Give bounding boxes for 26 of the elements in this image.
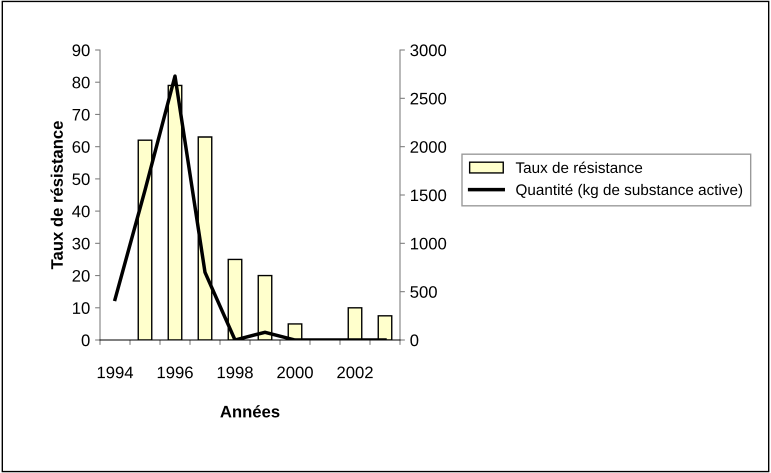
y2-tick-label: 2500: [410, 92, 446, 105]
y-tick-label: 70: [72, 108, 90, 121]
x-axis-title: Années: [220, 405, 280, 418]
y-tick-label: 30: [72, 238, 90, 250]
y-tick-label: 80: [72, 76, 90, 88]
legend-label: Quantité (kg de substance active): [516, 184, 742, 198]
y-tick-label: 20: [72, 270, 90, 282]
y2-tick-label: 0: [410, 334, 418, 346]
y2-tick-label: 2000: [410, 141, 446, 153]
y-axis-title: Taux de résistance: [50, 121, 63, 270]
x-tick-label: 2002: [337, 366, 373, 378]
y2-tick-label: 500: [410, 286, 437, 298]
x-tick-label: 1998: [218, 366, 253, 378]
y2-tick-label: 3000: [410, 44, 446, 56]
y2-tick-label: 1000: [410, 238, 446, 250]
y-tick-label: 10: [73, 302, 90, 314]
y2-tick-label: 1500: [410, 189, 446, 202]
y-tick-label: 50: [72, 173, 90, 186]
y-tick-label: 90: [72, 44, 90, 56]
y-tick-label: 0: [82, 334, 90, 346]
x-tick-label: 1996: [158, 366, 193, 378]
y-tick-label: 60: [72, 141, 90, 153]
x-tick-label: 1994: [98, 366, 134, 378]
legend-label: Taux de résistance: [516, 162, 642, 174]
y-tick-label: 40: [72, 206, 90, 218]
x-tick-label: 2000: [277, 366, 313, 378]
